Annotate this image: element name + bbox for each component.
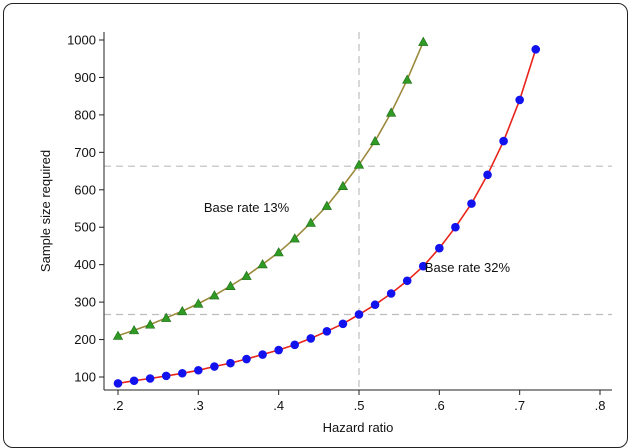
y-tick-label-500: 500	[74, 220, 96, 235]
series-0-point-0	[112, 330, 124, 340]
y-tick-label-200: 200	[74, 332, 96, 347]
series-0-point-7	[225, 280, 236, 290]
series-1-point-4	[177, 368, 187, 378]
y-tick-label-100: 100	[74, 370, 96, 385]
series-0-point-14	[337, 180, 349, 191]
annotation-0: Base rate 13%	[204, 200, 290, 215]
series-0-point-18	[402, 74, 413, 84]
series-0-point-4	[177, 305, 188, 316]
series-0-point-5	[193, 298, 204, 308]
series-1-point-21	[451, 222, 460, 232]
x-axis-title: Hazard ratio	[323, 420, 394, 434]
series-1-point-16	[370, 300, 380, 310]
series-0-point-8	[241, 270, 252, 280]
series-0-point-6	[209, 290, 220, 300]
x-tick-label-4: .6	[434, 398, 445, 413]
y-tick-label-900: 900	[74, 70, 96, 85]
series-0-point-3	[161, 312, 172, 322]
series-1-point-26	[531, 45, 541, 54]
series-1-point-8	[242, 354, 251, 364]
series-1-point-9	[258, 350, 267, 359]
hazard-ratio-chart: 100 200 300 400 500 600 700 800 900 1000 .2 .3 .4 .5.…	[38, 32, 612, 434]
x-tick-label-5: .7	[514, 398, 525, 413]
x-tick-label-3: .5	[354, 398, 365, 413]
y-tick-label-1000: 1000	[67, 33, 96, 48]
x-tick-label-6: .8	[595, 398, 606, 413]
y-tick-label-400: 400	[74, 257, 96, 272]
series-1-point-10	[274, 345, 283, 355]
x-tick-label-2: .4	[273, 398, 284, 413]
series-0-point-17	[386, 107, 397, 117]
series-1-point-25	[515, 95, 524, 105]
annotation-1: Base rate 32%	[425, 260, 511, 275]
series-1-point-3	[161, 371, 171, 381]
series-0-point-10	[273, 247, 284, 257]
series-0-point-16	[369, 135, 381, 146]
y-tick-label-300: 300	[74, 295, 96, 310]
x-tick-label-1: .3	[193, 398, 204, 413]
series-1-point-22	[467, 199, 476, 208]
series-1-point-0	[113, 379, 123, 388]
series-0-point-13	[321, 200, 332, 210]
series-1-point-12	[306, 334, 316, 343]
y-tick-label-700: 700	[74, 145, 96, 160]
y-tick-label-800: 800	[74, 107, 96, 122]
y-axis-title: Sample size required	[38, 150, 53, 272]
series-1-point-14	[338, 319, 348, 329]
series-1-point-20	[435, 243, 444, 253]
series-0-point-12	[305, 217, 316, 227]
series-0-point-2	[145, 319, 156, 329]
series-1-point-11	[290, 340, 300, 350]
series-1-point-13	[322, 327, 332, 336]
series-1-point-18	[402, 276, 412, 286]
series-1-point-15	[354, 310, 364, 319]
series-0-point-11	[289, 233, 300, 243]
series-0-point-19	[418, 36, 429, 46]
series-0-point-1	[128, 324, 140, 335]
series-1-point-2	[145, 374, 155, 383]
y-tick-label-600: 600	[74, 182, 96, 197]
series-0-line	[117, 41, 425, 337]
series-1-point-1	[129, 376, 139, 386]
chart-frame	[3, 3, 628, 448]
series-1-point-7	[226, 358, 235, 368]
series-1-point-24	[499, 136, 508, 146]
series-1-point-19	[418, 261, 428, 271]
series-0-point-9	[257, 259, 268, 269]
x-tick-label-0: .2	[113, 398, 124, 413]
series-1-point-6	[210, 362, 219, 371]
series-0-point-15	[353, 159, 365, 169]
series-1-point-5	[194, 365, 203, 375]
series-1-point-17	[386, 289, 396, 298]
series-1-point-23	[483, 170, 492, 180]
